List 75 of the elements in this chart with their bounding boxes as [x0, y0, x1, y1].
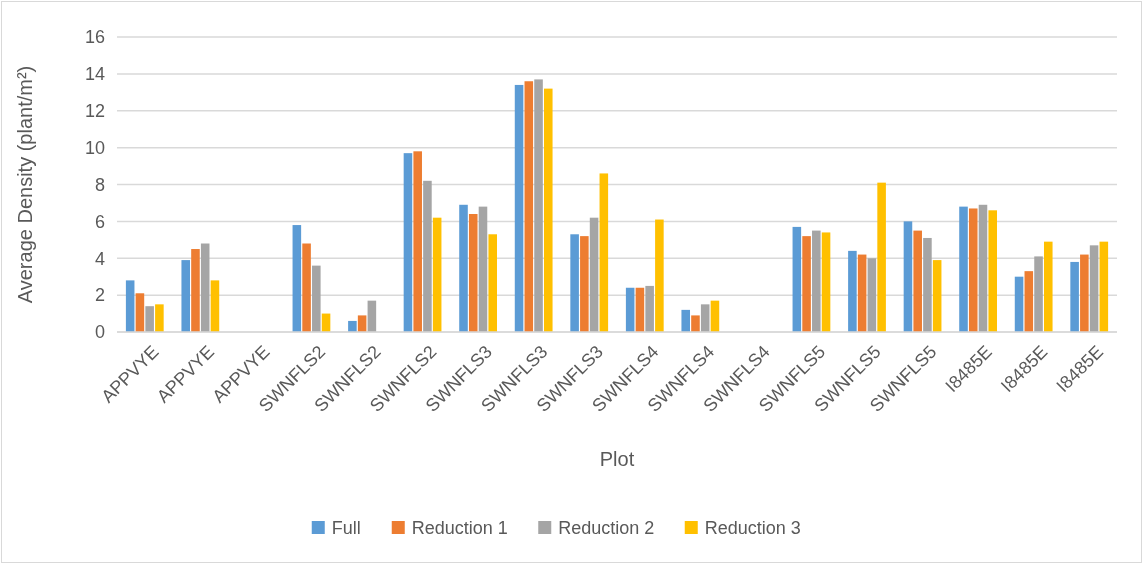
bar: [802, 236, 811, 332]
bar: [848, 250, 857, 332]
bar: [543, 88, 553, 332]
bar: [191, 249, 200, 332]
bar: [459, 204, 468, 332]
bar: [292, 225, 302, 332]
bar: [691, 315, 700, 332]
bar: [867, 258, 877, 332]
y-tick-label: 4: [94, 248, 105, 269]
bar: [468, 214, 478, 332]
bar: [348, 320, 357, 332]
bar: [570, 234, 579, 332]
bar: [155, 304, 164, 332]
bar: [877, 182, 886, 332]
y-tick-label: 12: [84, 101, 105, 122]
bar: [589, 217, 599, 332]
bar: [210, 280, 220, 332]
y-tick-label: 16: [84, 27, 105, 48]
bar: [1014, 276, 1024, 332]
bar: [181, 260, 191, 332]
bar: [524, 81, 534, 332]
bar: [403, 153, 413, 332]
bar: [423, 180, 432, 332]
bar: [857, 254, 867, 332]
bar: [792, 226, 802, 332]
bar: [1034, 256, 1043, 332]
bar: [125, 280, 135, 332]
bar: [1043, 241, 1053, 332]
y-tick-label: 6: [94, 211, 105, 232]
bar: [1099, 241, 1109, 332]
bar: [1080, 254, 1089, 332]
legend-label: Reduction 2: [558, 518, 655, 539]
bar: [200, 243, 210, 332]
legend-label: Reduction 3: [704, 518, 801, 539]
bar: [488, 234, 497, 332]
bar: [534, 79, 543, 332]
legend-label: Full: [331, 518, 361, 539]
bar: [413, 151, 422, 332]
bar: [514, 84, 524, 332]
bar: [903, 221, 913, 332]
bar: [1024, 271, 1034, 332]
bar: [913, 230, 922, 332]
bar: [681, 309, 691, 332]
bar: [312, 265, 321, 332]
y-tick-label: 14: [84, 64, 105, 85]
bar: [959, 206, 968, 332]
bar: [302, 243, 311, 332]
y-axis-title: Average Density (plant/m²): [14, 65, 36, 304]
bar: [978, 204, 988, 332]
bar: [145, 306, 154, 332]
y-tick-label: 0: [94, 322, 105, 343]
bar: [932, 260, 942, 332]
bar: [625, 287, 635, 332]
bar: [968, 208, 978, 332]
y-tick-label: 2: [94, 285, 105, 306]
bar: [635, 287, 645, 332]
bar: [432, 217, 442, 332]
bar: [1070, 261, 1079, 332]
bar: [357, 315, 367, 332]
y-tick-label: 10: [84, 137, 105, 158]
bar: [135, 293, 145, 332]
bar: [580, 236, 589, 332]
bar: [599, 173, 609, 332]
bar: [645, 285, 654, 332]
bar: [700, 304, 710, 332]
legend-label: Reduction 1: [411, 518, 508, 539]
bar: [812, 230, 821, 332]
bar: [988, 210, 997, 332]
x-axis-title: Plot: [599, 448, 635, 470]
bar: [821, 232, 831, 332]
y-tick-label: 8: [94, 174, 105, 195]
bar: [478, 206, 488, 332]
bar: [655, 219, 664, 332]
bar: [1089, 245, 1099, 332]
bar: [923, 237, 932, 332]
